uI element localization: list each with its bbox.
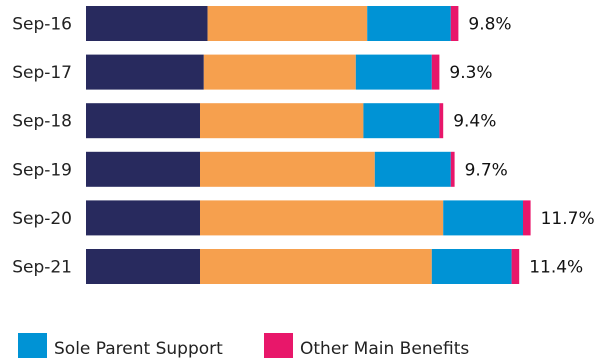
bar-segment-sep-21-series-1 xyxy=(200,249,432,284)
bar-segment-sep-17-series-3 xyxy=(431,54,440,90)
bar-segment-sep-16-series-1 xyxy=(207,6,368,41)
bar-segment-sep-18-series-2 xyxy=(363,103,440,139)
category-label-sep-20: Sep-20 xyxy=(12,209,72,229)
legend-label-0: Sole Parent Support xyxy=(54,339,223,358)
bar-segment-sep-17-series-2 xyxy=(355,54,432,90)
bar-segment-sep-21-series-0 xyxy=(86,249,200,284)
bar-segment-sep-20-series-0 xyxy=(86,200,200,236)
bar-segment-sep-19-series-2 xyxy=(374,151,451,187)
legend-swatch-0 xyxy=(18,333,47,358)
total-label-sep-20: 11.7% xyxy=(541,209,595,229)
category-label-sep-21: Sep-21 xyxy=(12,258,72,278)
bar-segment-sep-16-series-0 xyxy=(86,6,208,41)
category-label-sep-17: Sep-17 xyxy=(12,63,72,83)
category-label-sep-16: Sep-16 xyxy=(12,15,72,35)
total-label-sep-19: 9.7% xyxy=(465,160,508,180)
bar-segment-sep-20-series-2 xyxy=(443,200,523,236)
total-label-sep-18: 9.4% xyxy=(453,112,496,132)
bar-segment-sep-21-series-3 xyxy=(511,249,520,284)
bar-segment-sep-17-series-1 xyxy=(203,54,356,90)
bar-segment-sep-17-series-0 xyxy=(86,54,204,90)
total-label-sep-16: 9.8% xyxy=(468,15,511,35)
bar-segment-sep-18-series-3 xyxy=(439,103,444,139)
bar-segment-sep-16-series-2 xyxy=(367,6,451,41)
category-labels: Sep-16 Sep-17 Sep-18 Sep-19 Sep-20 Sep-21 xyxy=(12,15,72,278)
legend-label-1: Other Main Benefits xyxy=(300,339,469,358)
legend-swatch-1 xyxy=(264,333,293,358)
total-labels: 9.8% 9.3% 9.4% 9.7% 11.7% 11.4% xyxy=(449,15,594,278)
bar-segment-sep-19-series-0 xyxy=(86,151,200,187)
bar-segment-sep-19-series-3 xyxy=(450,151,455,187)
category-label-sep-18: Sep-18 xyxy=(12,112,72,132)
bar-segment-sep-19-series-1 xyxy=(200,151,375,187)
total-label-sep-21: 11.4% xyxy=(529,258,583,278)
total-label-sep-17: 9.3% xyxy=(449,63,492,83)
bars-group xyxy=(86,6,531,284)
bar-segment-sep-20-series-1 xyxy=(200,200,444,236)
legend: Sole Parent Support Other Main Benefits xyxy=(18,333,469,358)
bar-segment-sep-20-series-3 xyxy=(523,200,531,236)
category-label-sep-19: Sep-19 xyxy=(12,160,72,180)
bar-segment-sep-18-series-0 xyxy=(86,103,200,139)
bar-segment-sep-16-series-3 xyxy=(450,6,459,41)
bar-segment-sep-18-series-1 xyxy=(200,103,364,139)
bar-segment-sep-21-series-2 xyxy=(431,249,512,284)
